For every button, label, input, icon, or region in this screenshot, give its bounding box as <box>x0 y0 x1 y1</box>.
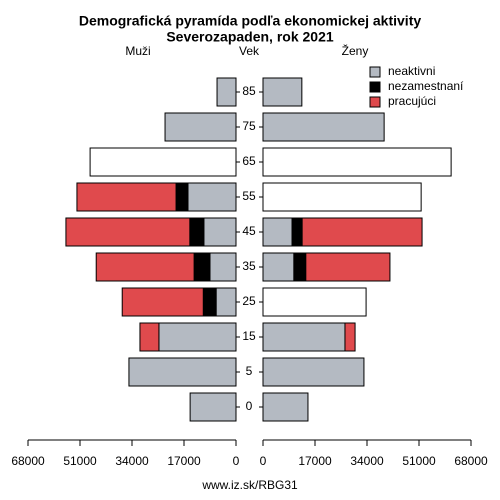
legend-label: nezamestnaní <box>388 79 464 93</box>
y-tick-label: 25 <box>242 294 256 308</box>
chart-subtitle: Severozapaden, rok 2021 <box>166 29 334 45</box>
legend-label: pracujúci <box>388 94 436 108</box>
x-tick-label: 0 <box>260 454 267 468</box>
y-label: Vek <box>239 44 260 58</box>
x-tick-label: 0 <box>233 454 240 468</box>
bar <box>189 217 205 247</box>
x-tick-label: 68000 <box>454 454 488 468</box>
bar <box>203 217 237 247</box>
bar-total <box>262 287 367 317</box>
bar <box>202 287 217 317</box>
bar <box>187 182 237 212</box>
y-tick-label: 15 <box>242 329 256 343</box>
bar <box>139 322 160 352</box>
legend-label: neaktivni <box>388 64 435 78</box>
x-tick-label: 51000 <box>63 454 97 468</box>
y-tick-label: 0 <box>246 399 253 413</box>
bar <box>215 287 237 317</box>
bar <box>293 252 307 282</box>
y-tick-label: 45 <box>242 224 256 238</box>
x-tick-label: 17000 <box>167 454 201 468</box>
bar <box>158 322 237 352</box>
y-tick-label: 75 <box>242 119 256 133</box>
bar <box>189 392 237 422</box>
bar <box>262 357 365 387</box>
y-tick-label: 5 <box>246 364 253 378</box>
legend-swatch <box>369 81 381 93</box>
bar <box>65 217 191 247</box>
chart-title: Demografická pyramída podľa ekonomickej … <box>79 13 422 29</box>
left-label: Muži <box>125 44 150 58</box>
bar <box>262 77 303 107</box>
y-tick-label: 65 <box>242 154 256 168</box>
bar <box>193 252 211 282</box>
bar <box>305 252 391 282</box>
bar <box>128 357 237 387</box>
x-tick-label: 68000 <box>11 454 45 468</box>
y-tick-label: 55 <box>242 189 256 203</box>
bar <box>175 182 189 212</box>
bar <box>262 322 346 352</box>
bar <box>95 252 195 282</box>
bar-total <box>262 182 422 212</box>
x-tick-label: 17000 <box>298 454 332 468</box>
bar <box>262 252 295 282</box>
bar <box>301 217 423 247</box>
bar <box>209 252 237 282</box>
bar <box>216 77 237 107</box>
legend-swatch <box>369 66 381 78</box>
bar-total <box>262 147 452 177</box>
bar <box>344 322 356 352</box>
right-label: Ženy <box>342 43 369 58</box>
bar <box>262 392 309 422</box>
x-tick-label: 34000 <box>350 454 384 468</box>
x-tick-label: 51000 <box>402 454 436 468</box>
x-tick-label: 34000 <box>115 454 149 468</box>
bar <box>262 217 293 247</box>
y-tick-label: 85 <box>242 84 256 98</box>
y-tick-label: 35 <box>242 259 256 273</box>
bar-total <box>89 147 237 177</box>
bar <box>76 182 177 212</box>
legend-swatch <box>369 96 381 108</box>
bar <box>164 112 237 142</box>
bar <box>291 217 303 247</box>
bar <box>121 287 204 317</box>
source: www.iz.sk/RBG31 <box>201 478 298 492</box>
bar <box>262 112 385 142</box>
